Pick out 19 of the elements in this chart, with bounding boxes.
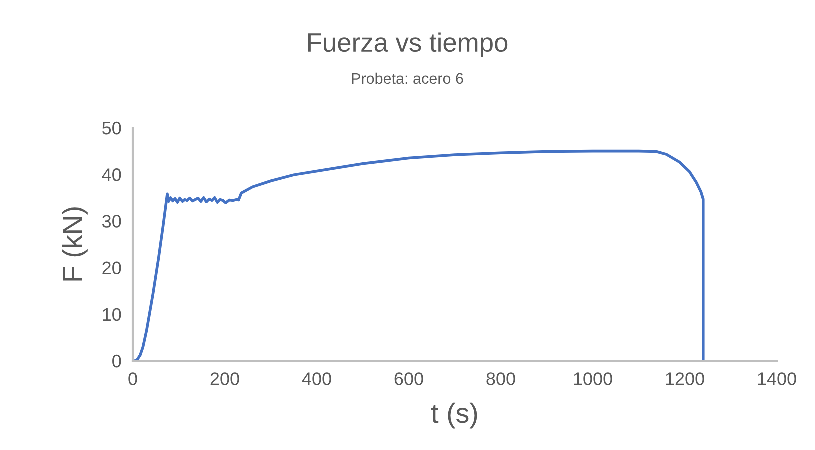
y-tick-label: 40 — [102, 168, 122, 182]
y-tick-label: 0 — [112, 354, 122, 368]
x-tick-label: 400 — [302, 372, 332, 386]
y-axis-title: F (kN) — [62, 208, 88, 281]
x-tick-label: 1000 — [574, 372, 612, 386]
x-tick-label: 600 — [394, 372, 424, 386]
chart-subtitle: Probeta: acero 6 — [352, 72, 464, 84]
y-tick-label: 20 — [102, 262, 122, 275]
chart-title: Fuerza vs tiempo — [308, 32, 508, 58]
y-tick-label: 30 — [102, 215, 122, 228]
y-tick-label: 50 — [102, 122, 122, 135]
x-tick-label: 800 — [486, 372, 516, 386]
x-tick-label: 0 — [128, 372, 138, 386]
y-tick-label: 10 — [103, 308, 122, 322]
line-series — [133, 150, 705, 361]
x-tick-label: 1200 — [666, 372, 704, 386]
x-tick-label: 1400 — [758, 372, 796, 386]
x-axis-title: t (s) — [432, 402, 478, 429]
x-tick-label: 200 — [210, 372, 240, 386]
